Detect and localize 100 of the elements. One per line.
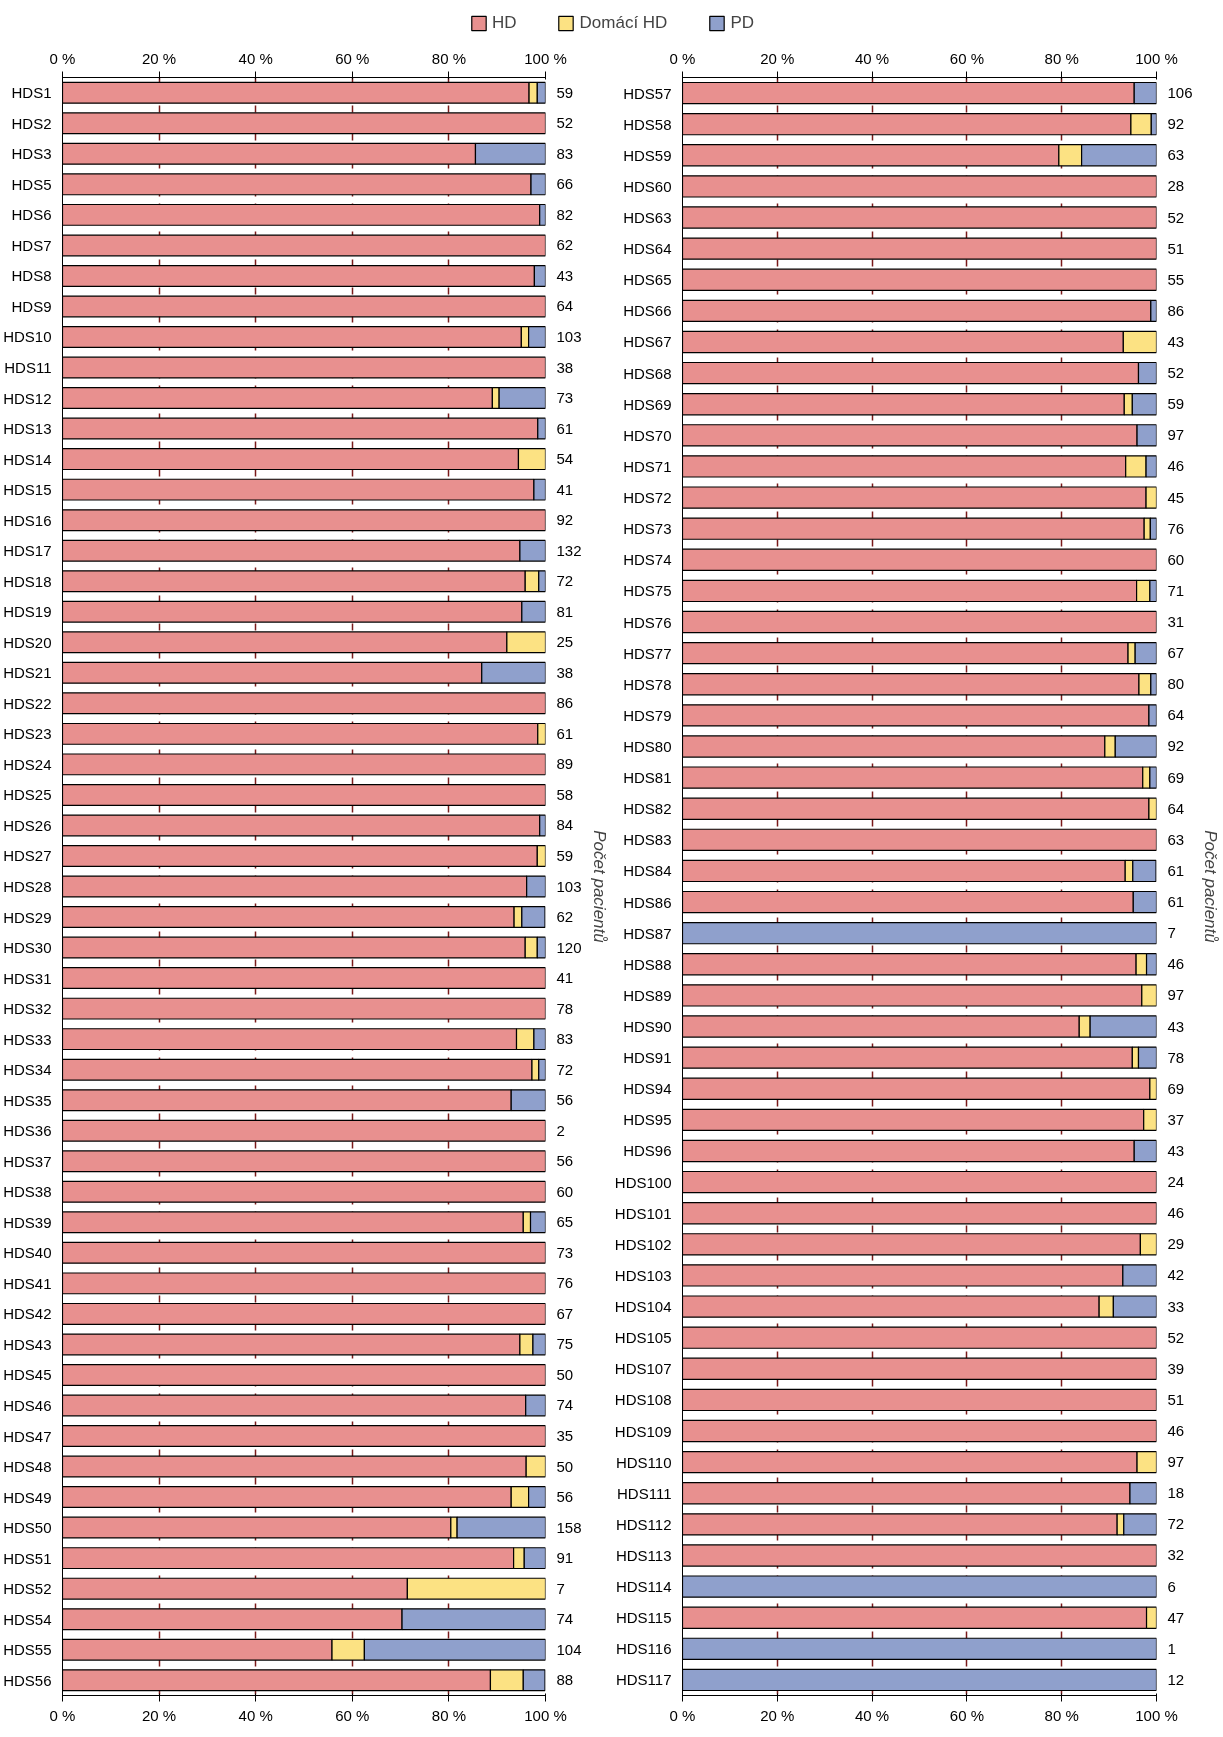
y-tick-label: HDS15 — [3, 481, 52, 499]
text: 6 — [1167, 1577, 1176, 1595]
y-tick-label: HDS8 — [11, 267, 52, 285]
y-tick-label: HDS1 — [11, 84, 52, 102]
text: 103 — [556, 327, 582, 345]
y-tick-label: HDS12 — [3, 389, 52, 407]
y-tick-label: HDS70 — [623, 426, 672, 444]
text: 50 — [556, 1457, 574, 1475]
text: 54 — [556, 450, 574, 468]
y-tick-label: HDS112 — [615, 1515, 672, 1533]
text: 106 — [1167, 84, 1193, 102]
text: 61 — [1167, 893, 1185, 911]
y-tick-label: HDS89 — [623, 986, 672, 1004]
y-tick-label: HDS87 — [623, 924, 672, 942]
y-tick-label: HDS75 — [623, 582, 672, 600]
y-tick-label: HDS37 — [3, 1152, 52, 1170]
text: 18 — [1167, 1484, 1185, 1502]
text: 43 — [556, 266, 574, 284]
y-tick-label: HDS72 — [623, 489, 672, 507]
text: 92 — [1167, 737, 1185, 755]
y-tick-label: HDS25 — [3, 786, 52, 804]
y-tick-label: HDS40 — [3, 1244, 52, 1262]
y-tick-label: HDS117 — [615, 1671, 672, 1689]
text: 59 — [556, 83, 574, 101]
text: 69 — [1167, 768, 1185, 786]
text: 41 — [556, 969, 574, 987]
text: 67 — [1167, 644, 1185, 662]
y-tick-label: HDS47 — [3, 1427, 52, 1445]
y-tick-label: HDS68 — [623, 364, 672, 382]
text: 56 — [556, 1488, 574, 1506]
text: 72 — [556, 572, 574, 590]
text: 56 — [556, 1091, 574, 1109]
y-tick-label: HDS111 — [617, 1484, 672, 1502]
y-tick-label: HDS16 — [3, 511, 52, 529]
y-tick-label: HDS56 — [3, 1671, 52, 1689]
text: 158 — [556, 1518, 582, 1536]
x2-tick-label: 60 % — [949, 1706, 985, 1724]
y-tick-label: HDS11 — [4, 359, 52, 377]
x-tick-label: 40 % — [855, 49, 890, 67]
text: 43 — [1167, 1017, 1185, 1035]
y-tick-label: HDS76 — [623, 613, 672, 631]
text: 71 — [1167, 581, 1185, 599]
x2-tick-label: 60 % — [335, 1706, 370, 1724]
y-tick-label: HDS104 — [614, 1298, 672, 1316]
y-tick-label: HDS23 — [3, 725, 52, 743]
y-tick-label: HDS91 — [623, 1049, 672, 1067]
y-tick-label: HDS9 — [11, 297, 52, 315]
y-tick-label: HDS13 — [3, 420, 52, 438]
text: 31 — [1167, 613, 1185, 631]
legend-label: HD — [491, 13, 517, 33]
x-tick-label: 20 % — [142, 49, 177, 67]
y-tick-label: HDS27 — [3, 847, 52, 865]
y-tick-label: HDS65 — [623, 271, 672, 289]
y-tick-label: HDS35 — [3, 1091, 52, 1109]
text: 92 — [1167, 115, 1185, 133]
y-tick-label: HDS39 — [3, 1213, 52, 1231]
y-tick-label: HDS42 — [3, 1305, 52, 1323]
y-tick-label: HDS51 — [3, 1549, 52, 1567]
y-tick-label: HDS95 — [623, 1111, 672, 1129]
y-tick-label: HDS58 — [623, 115, 672, 133]
y-tick-label: HDS100 — [614, 1173, 672, 1191]
text: 24 — [1167, 1173, 1185, 1191]
y-tick-label: HDS110 — [615, 1453, 672, 1471]
y-tick-label: HDS14 — [3, 450, 52, 468]
x2-tick-label: 0 % — [49, 1706, 76, 1724]
text: 97 — [1167, 986, 1185, 1004]
text: 33 — [1167, 1297, 1185, 1315]
text: 29 — [1167, 1235, 1185, 1253]
y-tick-label: HDS30 — [3, 939, 52, 957]
text: 35 — [556, 1427, 574, 1445]
x2-tick-label: 80 % — [1044, 1706, 1079, 1724]
y-tick-label: HDS108 — [614, 1391, 672, 1409]
text: 69 — [1167, 1079, 1185, 1097]
text: 63 — [1167, 830, 1185, 848]
y-tick-label: HDS64 — [623, 240, 672, 258]
y-tick-label: HDS80 — [623, 737, 672, 755]
text: 46 — [1167, 457, 1185, 475]
text: 47 — [1167, 1608, 1185, 1626]
y-tick-label: HDS59 — [623, 146, 672, 164]
text: 83 — [556, 1030, 574, 1048]
y-tick-label: HDS43 — [3, 1335, 52, 1353]
text: 80 — [1167, 675, 1185, 693]
y-tick-label: HDS6 — [11, 206, 52, 224]
y-tick-label: HDS63 — [623, 209, 672, 227]
text: 120 — [556, 938, 582, 956]
x2-tick-label: 80 % — [431, 1706, 467, 1724]
text: 60 — [1167, 550, 1185, 568]
y-tick-label: HDS66 — [623, 302, 672, 320]
text: 62 — [556, 908, 574, 926]
text: 46 — [1167, 1204, 1185, 1222]
text: 74 — [556, 1396, 574, 1414]
y-tick-label: HDS19 — [3, 603, 52, 621]
text: 91 — [556, 1549, 574, 1567]
y-tick-label: HDS3 — [11, 145, 52, 163]
x2-tick-label: 20 % — [142, 1706, 177, 1724]
y-tick-label: HDS88 — [623, 955, 672, 973]
y-tick-label: HDS115 — [615, 1609, 672, 1627]
y-tick-label: HDS2 — [11, 114, 52, 132]
text: 78 — [556, 999, 574, 1017]
y-tick-label: HDS29 — [3, 908, 52, 926]
